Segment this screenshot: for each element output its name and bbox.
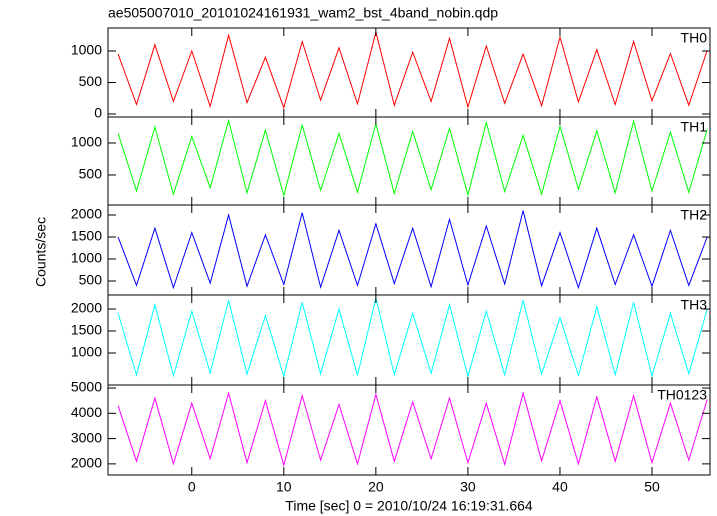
panel-label: TH2 — [681, 207, 708, 223]
x-tick-label: 0 — [188, 479, 196, 495]
panel-label: TH3 — [681, 297, 708, 313]
panel-label: TH1 — [681, 119, 708, 135]
y-tick-label: 1000 — [71, 250, 102, 266]
light-curve — [117, 297, 708, 379]
y-tick-label: 2000 — [71, 206, 102, 222]
y-tick-label: 1000 — [71, 42, 102, 58]
y-tick-label: 1500 — [71, 228, 102, 244]
y-tick-label: 500 — [79, 166, 103, 182]
chart-title: ae505007010_20101024161931_wam2_bst_4ban… — [108, 5, 498, 21]
panel-frame — [107, 384, 711, 476]
y-tick-label: 1000 — [71, 344, 102, 360]
light-curve — [117, 391, 708, 467]
x-tick-label: 20 — [368, 479, 384, 495]
y-tick-label: 3000 — [71, 429, 102, 445]
x-tick-label: 50 — [644, 479, 660, 495]
panel-frame — [107, 294, 711, 386]
y-tick-label: 500 — [79, 73, 103, 89]
panel-label: TH0123 — [657, 387, 707, 403]
y-tick-label: 5000 — [71, 379, 102, 395]
y-tick-label: 2000 — [71, 300, 102, 316]
light-curve — [117, 31, 708, 110]
y-tick-label: 4000 — [71, 404, 102, 420]
x-tick-label: 10 — [276, 479, 292, 495]
y-tick-label: 0 — [94, 105, 102, 121]
panel-frame — [107, 27, 711, 118]
panel-label: TH0 — [681, 30, 708, 46]
x-tick-label: 40 — [552, 479, 568, 495]
panel-frame — [107, 116, 711, 206]
x-tick-label: 30 — [460, 479, 476, 495]
y-tick-label: 1000 — [71, 134, 102, 150]
light-curve — [117, 210, 708, 290]
y-tick-label: 500 — [79, 272, 103, 288]
light-curve — [117, 118, 708, 198]
y-tick-label: 1500 — [71, 322, 102, 338]
y-axis-label: Counts/sec — [33, 217, 49, 287]
y-tick-label: 2000 — [71, 455, 102, 471]
x-axis-label: Time [sec] 0 = 2010/10/24 16:19:31.664 — [285, 498, 533, 514]
